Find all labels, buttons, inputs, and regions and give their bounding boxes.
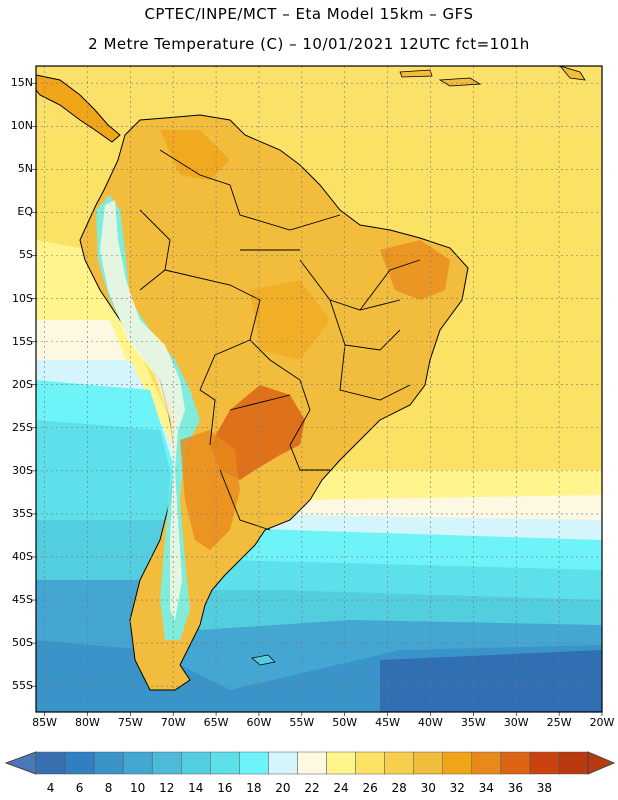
colorbar-label: 6 [75,781,84,795]
colorbar-label: 18 [246,781,262,795]
colorbar-label: 20 [275,781,291,795]
colorbar-label: 34 [478,781,494,795]
map-subtitle: 2 Metre Temperature (C) – 10/01/2021 12U… [88,35,530,53]
colorbar-over-arrow [587,751,616,775]
lat-label: 10S [12,291,33,305]
colorbar-label: 26 [362,781,378,795]
lat-label: 50S [12,636,33,650]
colorbar-swatch [500,751,531,775]
colorbar-swatch [239,751,269,775]
colorbar-label: 36 [507,781,523,795]
colorbar-label: 24 [333,781,349,795]
lon-label: 50W [332,716,358,729]
lat-label: 10N [10,119,33,133]
colorbar-swatch [558,751,589,775]
colorbar-swatch [35,751,66,775]
lat-label: 15S [12,334,33,348]
lat-label: 15N [10,76,33,90]
colorbar-swatch [384,751,414,775]
colorbar-swatch [64,751,95,775]
colorbar [4,751,616,775]
country-borders [139,149,421,531]
colorbar-swatch [268,751,298,775]
colorbar-swatch [297,751,327,775]
colorbar-label: 10 [130,781,146,795]
lon-label: 65W [203,716,229,729]
colorbar-label: 30 [420,781,436,795]
lon-label: 45W [375,716,401,729]
map-frame [35,65,603,713]
lat-label: 35S [12,506,33,520]
colorbar-swatch [413,751,443,775]
lat-label: 20S [12,377,33,391]
ocean-band-caribbean [36,66,602,136]
colorbar-swatch [471,751,502,775]
lat-label: 40S [12,549,33,563]
lon-label: 30W [503,716,529,729]
map-title: CPTEC/INPE/MCT – Eta Model 15km – GFS [144,5,474,23]
lat-label: 5N [17,162,33,176]
ocean-band-6 [380,650,602,712]
colorbar-swatch [529,751,560,775]
lat-label: EQ [17,205,33,219]
colorbar-label: 12 [159,781,175,795]
colorbar-label: 14 [188,781,204,795]
temperature-field [36,66,602,712]
lon-label: 40W [418,716,443,729]
colorbar-label: 28 [391,781,407,795]
colorbar-under-arrow [4,751,37,775]
colorbar-swatch [210,751,240,775]
lat-label: 5S [19,248,33,262]
lon-label: 60W [246,716,272,729]
graticule [32,66,603,716]
lon-label: 80W [75,716,100,729]
colorbar-label: 32 [449,781,465,795]
lon-label: 25W [546,716,572,729]
lon-label: 20W [589,716,615,729]
colorbar-label: 16 [217,781,233,795]
colorbar-label: 8 [104,781,113,795]
colorbar-swatch [442,751,473,775]
lon-label: 75W [117,716,143,729]
colorbar-swatch [93,751,124,775]
lat-label: 55S [12,679,33,693]
lon-label: 55W [289,716,315,729]
lat-label: 45S [12,593,33,607]
lon-label: 35W [460,716,486,729]
colorbar-label: 22 [304,781,320,795]
colorbar-label: 38 [536,781,553,795]
central-america-land [36,74,121,143]
lat-label: 30S [12,463,33,477]
colorbar-swatch [151,751,182,775]
colorbar-label: 4 [46,781,55,795]
lon-label: 70W [160,716,186,729]
lon-label: 85W [32,716,57,729]
colorbar-swatch [355,751,385,775]
colorbar-swatch [326,751,356,775]
falkland-islands [251,654,276,666]
colorbar-swatch [122,751,153,775]
lat-label: 25S [12,420,33,434]
colorbar-swatch [181,751,211,775]
